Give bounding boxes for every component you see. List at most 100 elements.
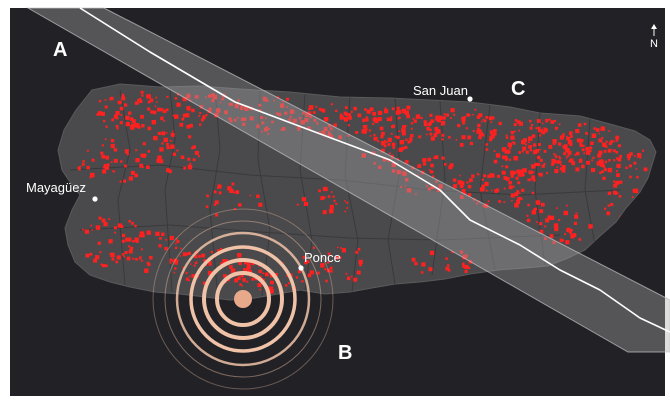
outage-dot: [510, 193, 515, 198]
outage-dot: [634, 189, 639, 194]
outage-dot: [238, 203, 242, 207]
outage-dot: [616, 163, 621, 169]
outage-dot: [572, 233, 577, 237]
outage-dot: [262, 272, 265, 275]
outage-dot: [542, 122, 544, 125]
outage-dot: [604, 207, 607, 210]
outage-dot: [384, 139, 386, 142]
outage-dot: [358, 259, 363, 265]
outage-dot: [601, 170, 604, 174]
outage-dot: [431, 120, 435, 123]
outage-dot: [318, 107, 322, 111]
outage-dot: [563, 210, 568, 216]
outage-dot: [329, 208, 334, 214]
outage-dot: [583, 152, 586, 155]
outage-dot: [518, 121, 523, 126]
outage-dot: [566, 156, 568, 159]
outage-dot: [616, 170, 618, 172]
outage-dot: [396, 135, 400, 140]
outage-dot: [111, 257, 115, 261]
outage-dot: [188, 275, 191, 278]
outage-dot: [126, 153, 129, 156]
outage-dot: [344, 106, 348, 109]
outage-dot: [205, 114, 208, 117]
outage-dot: [147, 150, 151, 153]
outage-dot: [221, 97, 224, 101]
outage-dot: [392, 124, 396, 128]
outage-dot: [519, 169, 524, 174]
outage-dot: [615, 135, 620, 140]
outage-dot: [362, 125, 366, 129]
outage-dot: [355, 250, 359, 254]
outage-dot: [103, 222, 108, 227]
outage-dot: [242, 278, 246, 282]
outage-dot: [335, 255, 339, 260]
outage-dot: [227, 278, 230, 282]
outage-dot: [483, 174, 487, 178]
outage-dot: [139, 231, 145, 236]
outage-dot: [546, 172, 548, 175]
outage-dot: [277, 112, 282, 116]
outage-dot: [382, 157, 387, 162]
outage-dot: [521, 140, 526, 145]
outage-dot: [90, 224, 92, 227]
outage-dot: [441, 124, 443, 127]
outage-dot: [297, 270, 301, 274]
outage-dot: [324, 117, 329, 122]
outage-dot: [198, 155, 200, 158]
outage-dot: [279, 103, 285, 108]
outage-dot: [213, 203, 217, 206]
outage-dot: [387, 143, 391, 146]
outage-dot: [509, 158, 512, 161]
outage-dot: [531, 210, 536, 215]
outage-dot: [368, 129, 371, 132]
outage-dot: [467, 185, 472, 189]
outage-dot: [219, 101, 222, 104]
outage-dot: [183, 166, 187, 170]
outage-dot: [265, 99, 269, 102]
outage-dot: [553, 223, 559, 228]
outage-dot: [323, 186, 328, 192]
outage-dot: [514, 192, 519, 197]
outage-dot: [460, 181, 465, 186]
outage-dot: [448, 136, 451, 139]
outage-dot: [565, 240, 570, 245]
outage-dot: [244, 106, 248, 110]
outage-dot: [461, 189, 466, 193]
outage-dot: [297, 129, 300, 132]
outage-dot: [335, 109, 338, 112]
outage-dot: [581, 164, 585, 169]
outage-dot: [551, 162, 555, 166]
outage-dot: [258, 269, 262, 274]
outage-dot: [447, 264, 450, 267]
outage-dot: [211, 93, 216, 98]
outage-dot: [528, 136, 533, 141]
outage-dot: [121, 233, 126, 238]
outage-dot: [101, 218, 106, 223]
outage-dot: [288, 118, 291, 121]
outage-dot: [346, 201, 349, 204]
outage-dot: [514, 203, 519, 208]
outage-dot: [164, 246, 168, 251]
outage-dot: [582, 144, 585, 147]
outage-dot: [590, 141, 594, 145]
outage-dot: [98, 99, 102, 103]
outage-dot: [493, 129, 497, 133]
outage-dot: [357, 248, 361, 251]
outage-dot: [185, 271, 188, 275]
outage-dot: [187, 94, 191, 98]
outage-dot: [316, 122, 319, 125]
outage-dot: [169, 258, 172, 261]
outage-dot: [329, 266, 333, 270]
outage-dot: [570, 135, 573, 138]
outage-dot: [553, 119, 557, 123]
outage-dot: [617, 157, 622, 162]
outage-dot: [503, 201, 506, 203]
outage-dot: [633, 161, 637, 165]
outage-dot: [462, 265, 465, 268]
outage-dot: [530, 124, 533, 127]
outage-dot: [363, 130, 367, 134]
outage-dot: [190, 263, 192, 265]
outage-dot: [79, 165, 82, 168]
outage-dot: [351, 275, 353, 278]
